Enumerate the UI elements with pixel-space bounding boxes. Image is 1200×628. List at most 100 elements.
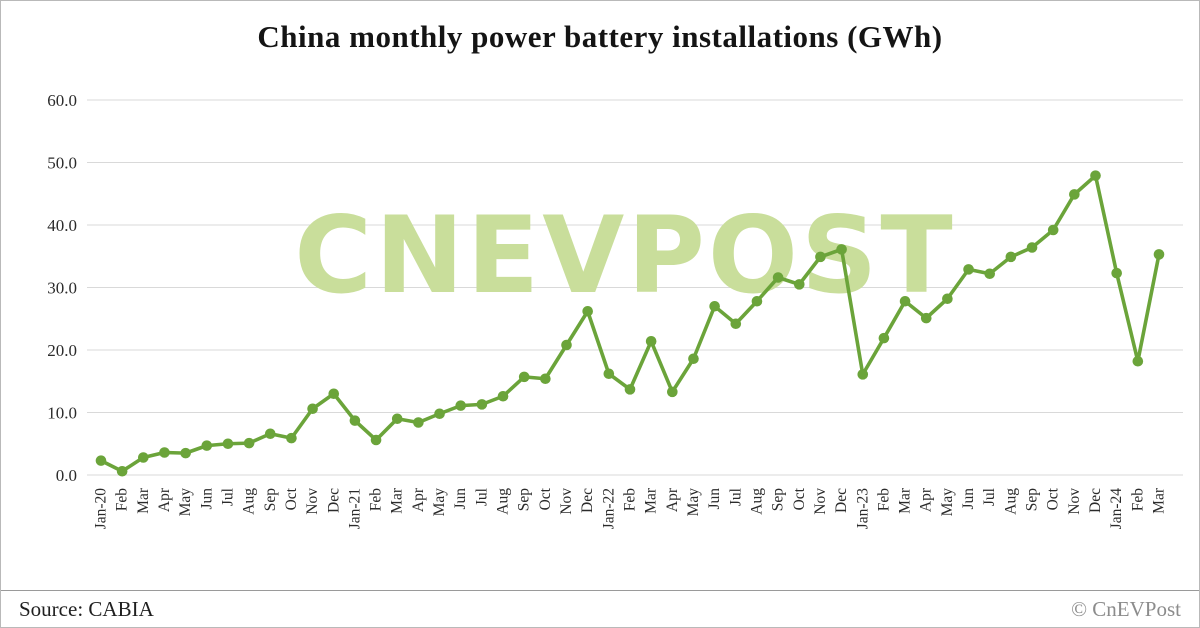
x-axis-tick-label: Dec — [325, 488, 342, 513]
x-axis-tick-label: Jun — [452, 488, 469, 510]
data-point-marker — [497, 390, 509, 402]
data-point-marker — [518, 371, 530, 383]
y-axis-tick-label: 10.0 — [47, 404, 77, 423]
data-point-marker — [95, 455, 107, 466]
data-point-marker — [328, 388, 340, 400]
y-axis-tick-label: 20.0 — [47, 341, 77, 360]
data-point-marker — [307, 403, 318, 415]
x-axis-tick-label: Mar — [1151, 487, 1168, 514]
data-point-marker — [116, 465, 128, 477]
x-axis-tick-label: Jul — [473, 488, 490, 506]
x-axis-tick-label: Apr — [156, 487, 173, 512]
x-axis-tick-label: Aug — [1002, 488, 1019, 515]
x-axis-tick-label: Jul — [727, 488, 744, 506]
x-axis-tick-label: Apr — [664, 487, 681, 512]
x-axis-tick-label: Aug — [495, 488, 512, 515]
data-point-marker — [201, 440, 213, 451]
x-axis-tick-label: Sep — [262, 488, 279, 512]
data-point-marker — [751, 295, 763, 307]
x-axis-tick-label: Nov — [812, 488, 829, 515]
data-point-marker — [1111, 267, 1122, 279]
x-axis-tick-label: Dec — [1087, 488, 1104, 513]
data-point-marker — [1026, 242, 1038, 253]
x-axis-tick-label: Dec — [833, 488, 850, 513]
data-point-marker — [899, 295, 911, 307]
data-point-marker — [138, 452, 149, 463]
data-point-marker — [455, 400, 467, 411]
data-point-marker — [709, 300, 720, 312]
x-axis-tick-label: Nov — [1066, 488, 1083, 515]
x-axis-tick-label: Feb — [622, 488, 639, 512]
x-axis-tick-label: Apr — [410, 487, 427, 512]
data-point-marker — [159, 447, 170, 458]
x-axis-tick-label: Mar — [643, 487, 660, 514]
data-point-marker — [1005, 251, 1017, 263]
x-axis-tick-label: Aug — [241, 488, 258, 515]
watermark: CNEVPOST — [294, 194, 955, 317]
data-point-marker — [1132, 355, 1144, 367]
data-point-marker — [836, 244, 847, 255]
x-axis-tick-label: May — [685, 488, 702, 517]
x-axis-tick-label: Jun — [706, 488, 723, 510]
x-axis-tick-label: May — [431, 488, 448, 517]
x-axis-tick-label: Feb — [368, 488, 385, 512]
data-point-marker — [222, 438, 234, 450]
x-axis-tick-label: Jun — [960, 488, 977, 510]
x-axis-tick-label: Mar — [389, 487, 406, 514]
x-axis-tick-label: Jun — [198, 488, 215, 510]
x-axis-tick-label: Nov — [558, 488, 575, 515]
data-point-marker — [1069, 189, 1080, 200]
data-point-marker — [730, 318, 742, 330]
data-point-marker — [793, 279, 805, 290]
x-axis-tick-label: Oct — [791, 487, 808, 510]
x-axis-tick-label: Dec — [579, 488, 596, 513]
data-point-marker — [370, 434, 382, 446]
y-axis-tick-label: 30.0 — [47, 279, 77, 298]
data-point-marker — [878, 332, 890, 344]
x-axis-tick-label: Apr — [918, 487, 935, 512]
data-point-marker — [243, 437, 255, 449]
x-axis-tick-label: Sep — [516, 488, 533, 512]
x-axis-tick-label: Aug — [748, 488, 765, 515]
x-axis-tick-label: Nov — [304, 488, 321, 515]
chart-title: China monthly power battery installation… — [257, 19, 943, 54]
x-axis-tick-label: Jan-20 — [93, 488, 110, 530]
data-point-marker — [688, 353, 699, 365]
data-point-marker — [413, 417, 424, 428]
x-axis-tick-label: May — [177, 488, 194, 517]
x-axis-tick-label: Jan-23 — [854, 488, 871, 530]
data-point-marker — [1090, 170, 1101, 181]
data-point-marker — [667, 386, 678, 398]
data-point-marker — [942, 293, 953, 305]
data-point-marker — [645, 335, 657, 347]
x-axis-tick-label: Oct — [537, 487, 554, 510]
data-point-marker — [772, 272, 784, 283]
x-axis-tick-label: Oct — [283, 487, 300, 510]
data-point-marker — [540, 373, 551, 385]
y-axis-tick-label: 60.0 — [47, 91, 77, 110]
x-axis-tick-label: Jan-21 — [346, 488, 363, 529]
data-point-marker — [391, 413, 403, 425]
data-point-marker — [815, 251, 826, 263]
x-axis-tick-label: Oct — [1045, 487, 1062, 510]
data-point-marker — [624, 384, 636, 395]
x-axis-tick-label: Feb — [114, 488, 131, 512]
credit-label: © CnEVPost — [1071, 596, 1181, 621]
data-point-marker — [857, 369, 869, 380]
data-point-marker — [264, 428, 276, 440]
x-axis-tick-label: Feb — [875, 488, 892, 512]
source-label: Source: CABIA — [19, 596, 154, 621]
chart-area: 0.0 10.0 20.0 30.0 40.0 50.0 60.0 CNEVPOST Jan-2… — [1, 55, 1199, 591]
data-point-marker — [582, 305, 593, 317]
x-axis-tick-label: Feb — [1129, 488, 1146, 512]
y-axis-tick-label: 50.0 — [47, 154, 77, 173]
data-point-marker — [286, 432, 297, 444]
x-axis-tick-label: Jul — [981, 488, 998, 506]
x-axis-tick-label: Jul — [219, 488, 236, 506]
x-axis-tick-label: Jan-24 — [1108, 488, 1125, 530]
chart-canvas: 0.0 10.0 20.0 30.0 40.0 50.0 60.0 CNEVPOST Jan-2… — [47, 91, 1183, 530]
data-point-marker — [1153, 249, 1165, 260]
data-point-marker — [1047, 224, 1059, 236]
x-axis-tick-label: Sep — [1024, 488, 1041, 512]
